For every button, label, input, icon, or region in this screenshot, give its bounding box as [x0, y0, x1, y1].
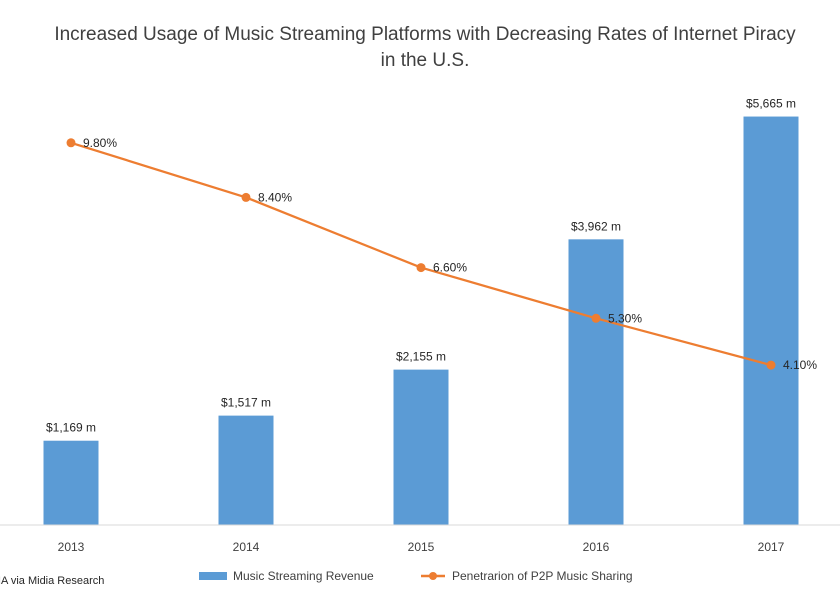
bar-label-2013: $1,169 m [46, 421, 96, 435]
x-tick-2016: 2016 [583, 540, 610, 554]
x-tick-2015: 2015 [408, 540, 435, 554]
bar-2014 [218, 415, 274, 525]
bar-2016 [568, 239, 624, 525]
source-note: IA via Midia Research [0, 575, 104, 587]
legend-marker-p2p-sharing [429, 572, 437, 580]
x-tick-2013: 2013 [58, 540, 85, 554]
bar-2017 [743, 116, 799, 525]
line-p2p-sharing [70, 141, 772, 367]
bar-series: $1,169 m $1,517 m $2,155 m $3,962 m $5,665 m [43, 97, 799, 525]
point-2013 [66, 138, 76, 148]
point-2016 [591, 313, 601, 323]
point-label-2013: 9.80% [83, 136, 117, 150]
bar-label-2015: $2,155 m [396, 350, 446, 364]
legend-label-streaming-revenue: Music Streaming Revenue [233, 569, 374, 583]
x-tick-2014: 2014 [233, 540, 260, 554]
legend-swatch-streaming-revenue [199, 572, 227, 580]
point-2015 [416, 263, 426, 273]
bar-2013 [43, 440, 99, 525]
point-2017 [766, 360, 776, 370]
bar-label-2014: $1,517 m [221, 396, 271, 410]
x-tick-2017: 2017 [758, 540, 785, 554]
point-label-2017: 4.10% [783, 358, 817, 372]
bar-2015 [393, 369, 449, 525]
x-axis-ticks: 2013 2014 2015 2016 2017 [58, 540, 785, 554]
bar-label-2017: $5,665 m [746, 97, 796, 111]
legend: Music Streaming Revenue Penetrarion of P… [199, 569, 633, 583]
chart-title-line-2: in the U.S. [381, 50, 470, 71]
point-2014 [241, 192, 251, 202]
line-series: 9.80% 8.40% 6.60% 5.30% 4.10% [66, 136, 817, 372]
point-label-2016: 5.30% [608, 311, 642, 325]
bar-label-2016: $3,962 m [571, 219, 621, 233]
legend-label-p2p-sharing: Penetrarion of P2P Music Sharing [452, 569, 633, 583]
chart-title-line-1: Increased Usage of Music Streaming Platf… [54, 24, 796, 45]
point-label-2015: 6.60% [433, 261, 467, 275]
point-label-2014: 8.40% [258, 190, 292, 204]
